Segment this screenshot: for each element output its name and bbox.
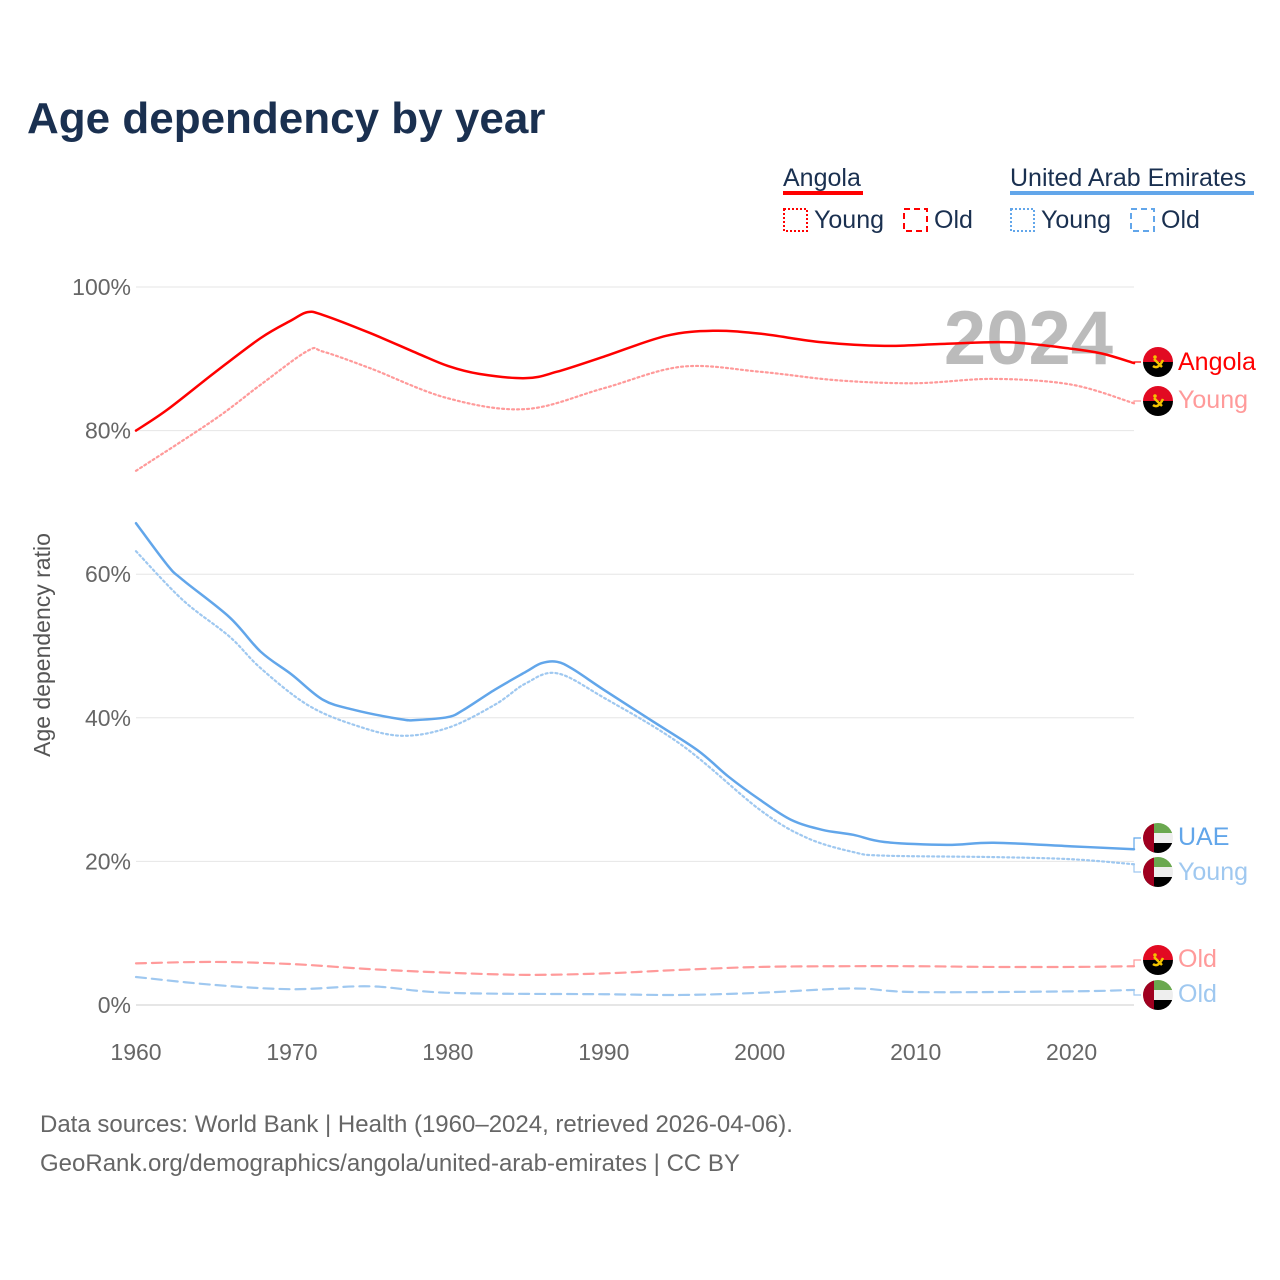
legend: Angola Young Old United Arab Emirates Yo… <box>783 164 1254 234</box>
angola-flag-icon <box>1143 347 1173 377</box>
end-label-connector <box>1133 959 1141 967</box>
y-tick-label: 100% <box>72 274 131 300</box>
uae-flag-icon <box>1143 857 1173 887</box>
legend-dotted-swatch <box>783 208 808 232</box>
end-label-connector <box>1133 989 1141 996</box>
uae-flag-icon <box>1143 823 1173 853</box>
y-tick-label: 0% <box>98 992 131 1018</box>
end-label-uae-old: Old <box>1178 980 1217 1008</box>
x-tick-label: 2010 <box>890 1039 941 1065</box>
legend-angola-underline <box>783 191 863 195</box>
legend-group-uae[interactable]: United Arab Emirates <box>1010 164 1246 192</box>
legend-dashed-swatch <box>1130 208 1155 232</box>
x-tick-label: 1970 <box>266 1039 317 1065</box>
series-line-angola-young[interactable] <box>134 346 1136 472</box>
y-axis-ticks: 0% 20% 40% 60% 80% 100% <box>72 274 131 1018</box>
x-tick-label: 2000 <box>734 1039 785 1065</box>
x-axis-ticks: 1960 1970 1980 1990 2000 2010 2020 <box>110 1039 1097 1065</box>
end-label-connector <box>1133 864 1141 873</box>
y-tick-label: 60% <box>85 561 131 587</box>
end-label-connector <box>1133 400 1141 404</box>
series-line-united-arab-emirates-young[interactable] <box>134 550 1136 866</box>
legend-uae-old[interactable]: Old <box>1161 206 1200 234</box>
uae-flag-icon <box>1143 980 1173 1010</box>
legend-group-angola[interactable]: Angola <box>783 164 861 192</box>
end-label-angola: Angola <box>1178 348 1256 376</box>
legend-angola-old[interactable]: Old <box>934 206 973 234</box>
series-line-angola-old[interactable] <box>134 960 1136 976</box>
end-label-uae: UAE <box>1178 823 1229 851</box>
legend-uae-underline <box>1010 191 1254 195</box>
end-labels: Angola Young UAE Young Old Old <box>1143 347 1256 1010</box>
angola-flag-icon <box>1143 945 1173 975</box>
end-label-connector <box>1133 361 1141 364</box>
year-watermark: 2024 <box>944 296 1113 381</box>
legend-dashed-swatch <box>903 208 928 232</box>
x-tick-label: 2020 <box>1046 1039 1097 1065</box>
y-tick-label: 40% <box>85 705 131 731</box>
y-tick-label: 20% <box>85 848 131 874</box>
end-label-uae-young: Young <box>1178 858 1248 886</box>
footer-sources: Data sources: World Bank | Health (1960–… <box>40 1111 793 1138</box>
gridlines <box>136 286 1134 1006</box>
legend-uae-young[interactable]: Young <box>1041 206 1111 234</box>
series-line-united-arab-emirates-old[interactable] <box>134 975 1136 997</box>
legend-dotted-swatch <box>1010 208 1035 232</box>
legend-angola-young[interactable]: Young <box>814 206 884 234</box>
x-tick-label: 1980 <box>422 1039 473 1065</box>
series-line-angola[interactable] <box>134 310 1136 432</box>
y-tick-label: 80% <box>85 418 131 444</box>
chart-title: Age dependency by year <box>27 94 545 143</box>
footer-link[interactable]: GeoRank.org/demographics/angola/united-a… <box>40 1150 740 1177</box>
x-tick-label: 1960 <box>110 1039 161 1065</box>
end-label-connector <box>1133 837 1141 850</box>
end-label-angola-old: Old <box>1178 945 1217 973</box>
series-line-united-arab-emirates[interactable] <box>134 521 1136 851</box>
angola-flag-icon <box>1143 386 1173 416</box>
series-lines <box>134 310 1141 997</box>
y-axis-label: Age dependency ratio <box>29 533 55 757</box>
x-tick-label: 1990 <box>578 1039 629 1065</box>
end-label-angola-young: Young <box>1178 386 1248 414</box>
